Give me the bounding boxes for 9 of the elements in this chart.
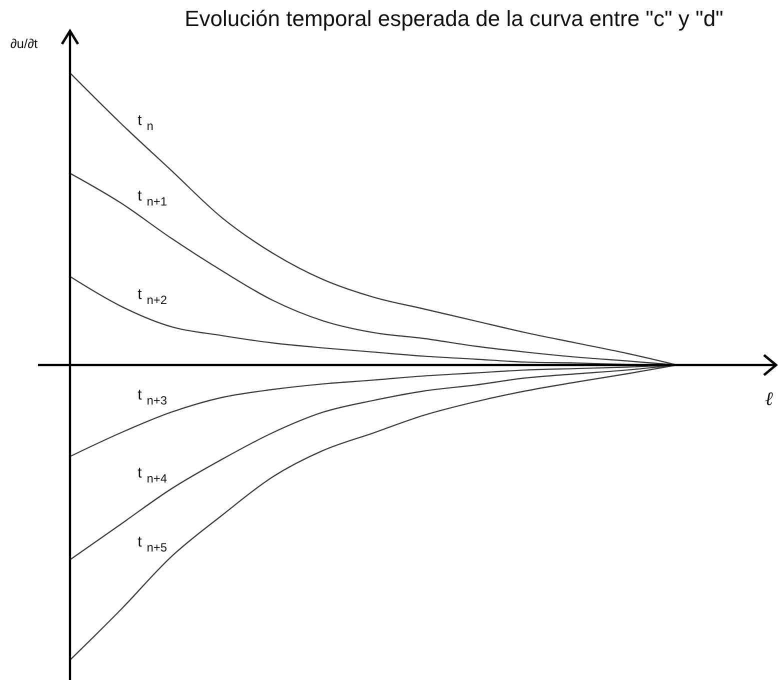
chart-title: Evolución temporal esperada de la curva entre "c" y "d"	[184, 6, 724, 31]
y-axis-title: ∂u/∂t	[10, 36, 38, 51]
series-label: t$_{n+1}$	[138, 188, 168, 210]
series-label: t$_{n+2}$	[138, 286, 168, 308]
series-label: t$_{n}$	[138, 112, 154, 134]
series-label: t$_{n+4}$	[138, 464, 168, 486]
x-axis-title: ℓ	[765, 388, 774, 410]
series-label: t$_{n+5}$	[138, 534, 168, 555]
series-label: t$_{n+3}$	[138, 386, 168, 408]
